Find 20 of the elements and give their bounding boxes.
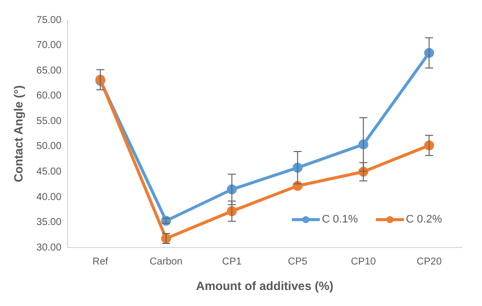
y-tick-label: 45.00 <box>36 166 62 178</box>
legend-label: C 0.2% <box>406 214 442 226</box>
x-tick-label: CP10 <box>350 256 376 268</box>
y-tick-label: 50.00 <box>36 141 62 152</box>
y-axis-title: Contact Angle (°) <box>12 85 26 182</box>
y-tick-label: 30.00 <box>36 242 62 254</box>
x-axis-title: Amount of additives (%) <box>196 279 334 294</box>
x-tick-label: CP20 <box>416 256 442 268</box>
x-tick-label: Carbon <box>150 256 182 268</box>
y-tick-label: 35.00 <box>36 217 62 228</box>
legend-label: C 0.1% <box>322 214 358 226</box>
x-tick-label: CP5 <box>288 256 308 268</box>
x-tick-label: CP1 <box>222 256 242 268</box>
x-tick-label: Ref <box>92 256 108 268</box>
y-tick-label: 65.00 <box>36 65 62 76</box>
y-tick-label: 75.00 <box>36 14 62 26</box>
y-tick-label: 70.00 <box>36 40 62 52</box>
y-tick-label: 55.00 <box>36 116 62 127</box>
y-tick-label: 60.00 <box>36 90 62 102</box>
y-tick-label: 40.00 <box>36 192 62 203</box>
